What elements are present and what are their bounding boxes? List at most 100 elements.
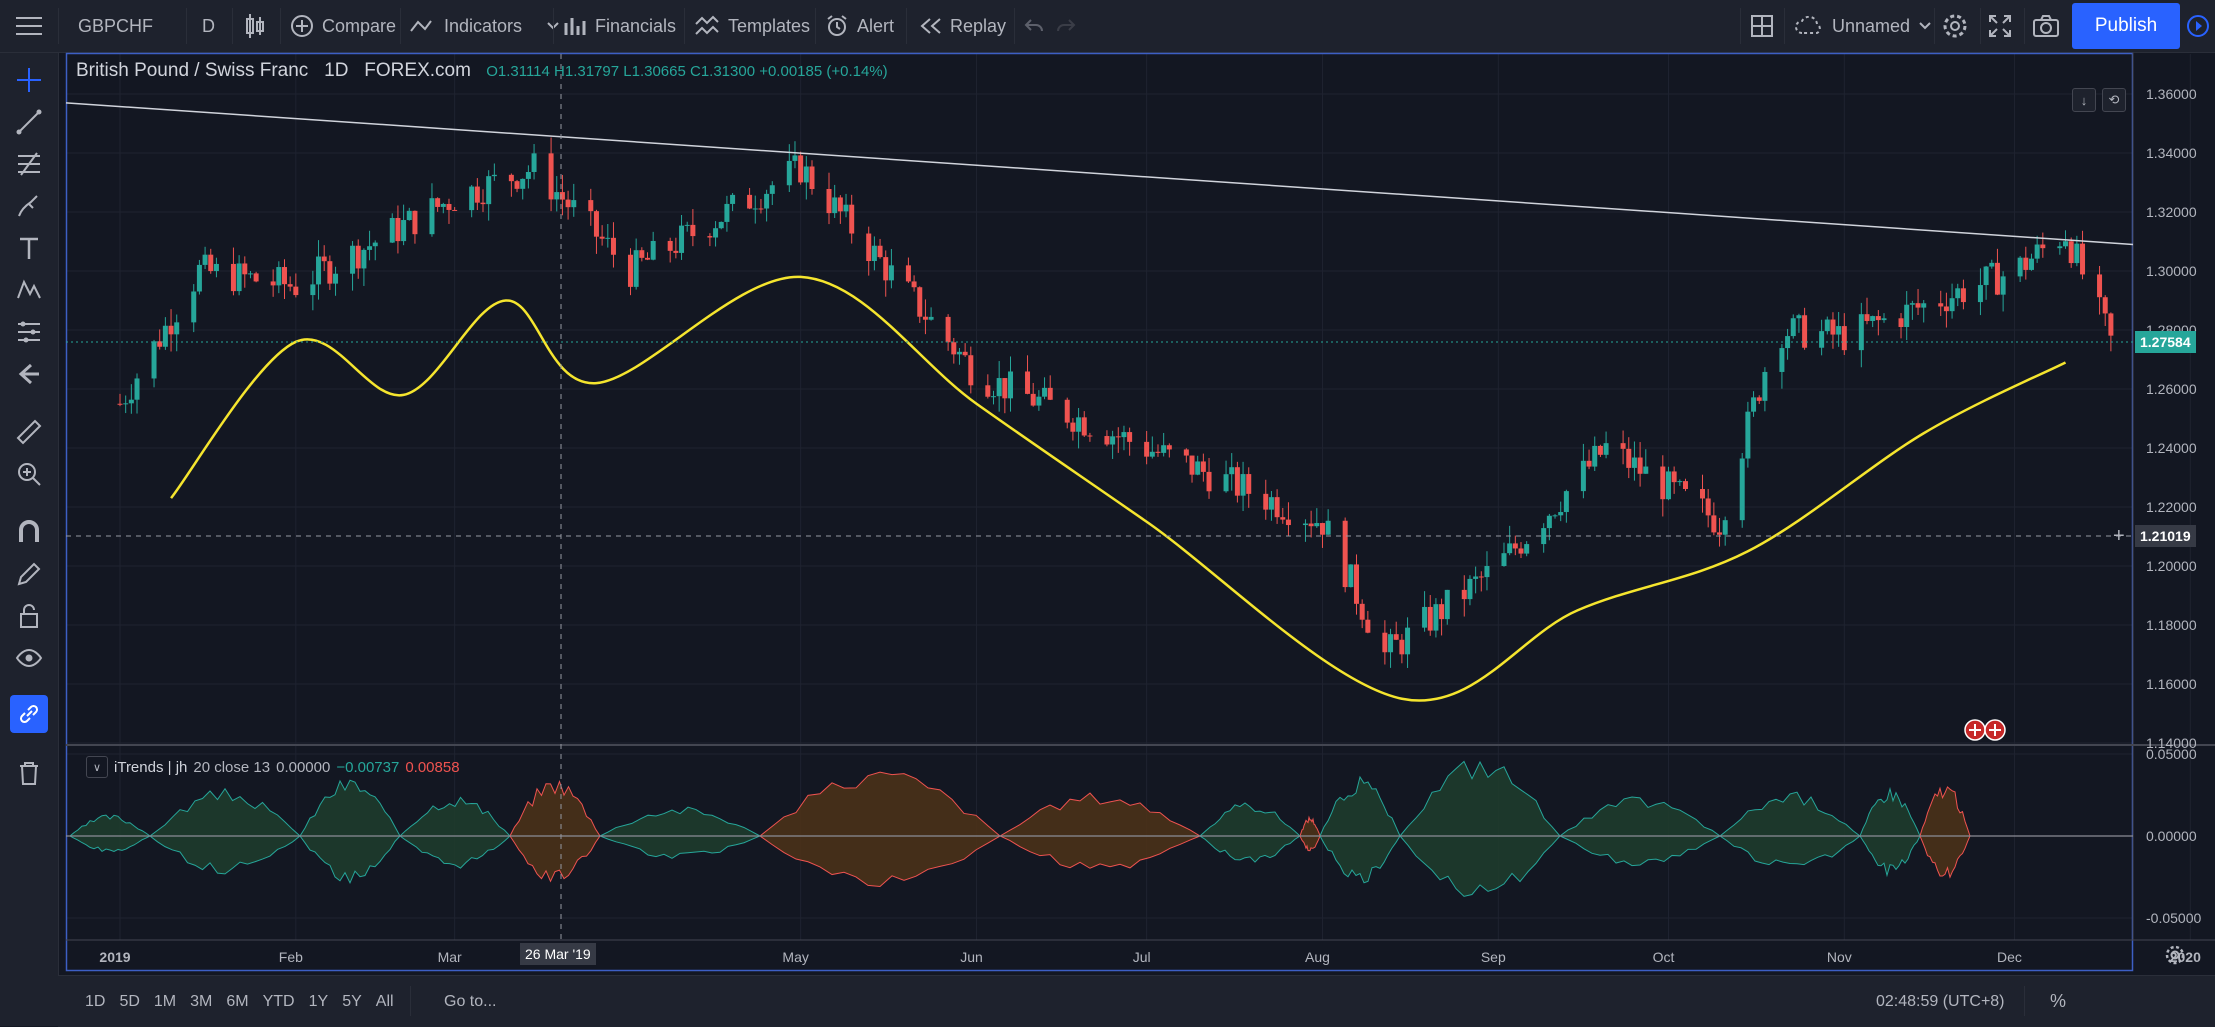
candle-body [826, 188, 832, 214]
goto-button[interactable]: Go to... [444, 976, 496, 1027]
candle-body [593, 211, 599, 237]
range-all[interactable]: All [375, 992, 394, 1010]
magnet-icon[interactable] [14, 517, 44, 547]
add-price-plus-icon[interactable]: + [2113, 525, 2125, 547]
candle-body [1671, 471, 1677, 483]
crosshair-icon[interactable] [14, 65, 44, 95]
right-panel-toggle[interactable] [2186, 0, 2210, 52]
candle-body [837, 197, 843, 212]
oscillator-band [1299, 815, 1321, 852]
candle-body [469, 186, 475, 211]
percent-toggle[interactable]: % [2050, 976, 2066, 1027]
price-chart[interactable]: 1.360001.340001.320001.300001.280001.260… [0, 0, 2215, 975]
candle-body [1042, 387, 1048, 397]
trash-icon[interactable] [14, 758, 44, 788]
clock[interactable]: 02:48:59 (UTC+8) [1876, 976, 2005, 1027]
candle-body [1864, 314, 1870, 321]
indicators-button[interactable]: Indicators [410, 0, 560, 52]
price-tick-label: 1.34000 [2146, 145, 2197, 161]
candles-icon [246, 14, 264, 38]
range-5y[interactable]: 5Y [342, 992, 362, 1010]
interval-button[interactable]: D [202, 0, 215, 52]
candle-body [1144, 441, 1150, 457]
range-ytd[interactable]: YTD [262, 992, 295, 1010]
pencil-lock-icon[interactable] [14, 559, 44, 589]
collapse-icon[interactable]: ∨ [86, 756, 108, 778]
candle-body [673, 250, 679, 253]
candle-body [809, 166, 815, 189]
settings-button[interactable] [1942, 0, 1968, 52]
alert-button[interactable]: Alert [825, 0, 894, 52]
fullscreen-button[interactable] [1988, 0, 2012, 52]
candle-body [1246, 474, 1252, 494]
financials-button[interactable]: Financials [563, 0, 676, 52]
candle-body [627, 254, 633, 287]
candle-body [1898, 318, 1904, 328]
publish-button[interactable]: Publish [2072, 3, 2180, 49]
layout-grid-button[interactable] [1750, 0, 1774, 52]
indicator-value-3: 0.00858 [405, 758, 460, 776]
candle-body [401, 220, 407, 242]
link-icon[interactable] [10, 695, 48, 733]
replay-button[interactable]: Replay [920, 0, 1006, 52]
candle-body [446, 203, 452, 210]
templates-button[interactable]: Templates [694, 0, 810, 52]
brush-icon[interactable] [14, 191, 44, 221]
candle-body [1921, 303, 1927, 308]
candle-body [2080, 243, 2086, 275]
event-markers[interactable] [1964, 719, 2006, 741]
candle-body [1002, 378, 1008, 399]
candle-body [667, 240, 673, 251]
candle-body [1444, 589, 1450, 620]
time-axis-settings-icon[interactable] [2164, 944, 2186, 971]
symbol-search[interactable]: GBPCHF [78, 0, 153, 52]
compare-button[interactable]: Compare [290, 0, 396, 52]
menu-icon[interactable] [16, 0, 42, 52]
range-1m[interactable]: 1M [153, 992, 177, 1010]
range-1y[interactable]: 1Y [308, 992, 329, 1010]
text-tool-icon[interactable] [14, 233, 44, 263]
undo-button[interactable] [1024, 0, 1044, 52]
layout-name-label: Unnamed [1832, 15, 1911, 36]
candle-body [1631, 457, 1637, 468]
pattern-tool-icon[interactable] [14, 275, 44, 305]
reset-scale-icon[interactable]: ⟲ [2102, 88, 2126, 112]
candle-body [1161, 445, 1167, 453]
percent-label: % [2050, 991, 2067, 1011]
arrow-left-icon[interactable] [14, 359, 44, 389]
range-6m[interactable]: 6M [226, 992, 249, 1010]
chart-type-button[interactable] [244, 0, 266, 52]
candle-body [1994, 262, 2000, 295]
candle-body [395, 217, 401, 242]
candle-body [1121, 432, 1127, 438]
candle-body [1836, 326, 1842, 335]
price-tick-label: 1.20000 [2146, 558, 2197, 574]
candle-body [247, 273, 253, 275]
indicator-name: iTrends | jh [114, 758, 188, 776]
scroll-down-icon[interactable]: ↓ [2072, 88, 2096, 112]
range-3m[interactable]: 3M [190, 992, 213, 1010]
chevron-down-icon [1919, 22, 1931, 30]
range-1d[interactable]: 1D [85, 992, 106, 1010]
prediction-tool-icon[interactable] [14, 317, 44, 347]
oscillator-band [998, 792, 1202, 869]
lock-icon[interactable] [14, 601, 44, 631]
snapshot-button[interactable] [2032, 0, 2060, 52]
crosshair-date-label: 26 Mar '19 [520, 943, 596, 965]
ruler-icon[interactable] [14, 417, 44, 447]
eye-icon[interactable] [14, 643, 44, 673]
candle-body [605, 237, 611, 239]
zoom-in-icon[interactable] [14, 459, 44, 489]
candle-body [1223, 474, 1229, 492]
candle-body [174, 322, 180, 335]
candle-body [968, 355, 974, 386]
layout-name-button[interactable]: Unnamed [1794, 0, 1932, 52]
range-5d[interactable]: 5D [119, 992, 140, 1010]
fib-tool-icon[interactable] [14, 149, 44, 179]
trendline-drawing[interactable] [65, 102, 2134, 246]
candle-body [525, 171, 531, 179]
redo-button[interactable] [1056, 0, 1076, 52]
range-buttons: 1D 5D 1M 3M 6M YTD 1Y 5Y All [78, 976, 401, 1027]
candle-body [764, 193, 770, 209]
trendline-icon[interactable] [14, 107, 44, 137]
